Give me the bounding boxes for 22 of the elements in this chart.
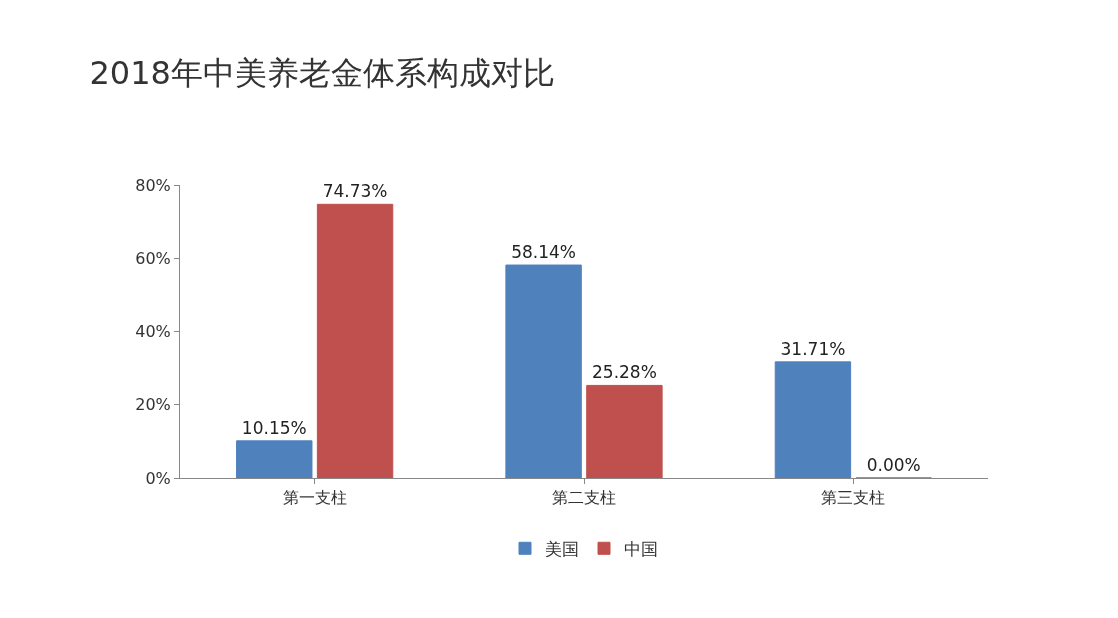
data-label: 58.14% bbox=[511, 242, 577, 263]
y-tick-label: 40% bbox=[135, 322, 171, 342]
y-tick-label: 80% bbox=[135, 175, 171, 195]
data-label: 31.71% bbox=[780, 338, 846, 359]
y-tick-label: 0% bbox=[145, 468, 171, 488]
data-label: 10.15% bbox=[241, 417, 307, 438]
bar bbox=[236, 440, 313, 478]
legend-label: 中国 bbox=[624, 538, 658, 559]
bar bbox=[316, 203, 394, 478]
data-label: 74.73% bbox=[322, 181, 388, 202]
x-tick-label: 第三支柱 bbox=[821, 488, 886, 508]
chart-title: 2018年中美养老金体系构成对比 bbox=[89, 54, 555, 93]
data-label: 25.28% bbox=[591, 362, 657, 383]
y-tick-label: 60% bbox=[135, 248, 171, 268]
data-label: 0.00% bbox=[866, 455, 921, 475]
legend-label: 美国 bbox=[545, 538, 579, 559]
y-tick-label: 20% bbox=[135, 395, 171, 415]
x-tick-label: 第一支柱 bbox=[282, 488, 347, 508]
bar bbox=[586, 384, 663, 478]
bar bbox=[505, 264, 582, 478]
bar bbox=[774, 361, 852, 478]
x-tick-label: 第二支柱 bbox=[552, 488, 616, 508]
